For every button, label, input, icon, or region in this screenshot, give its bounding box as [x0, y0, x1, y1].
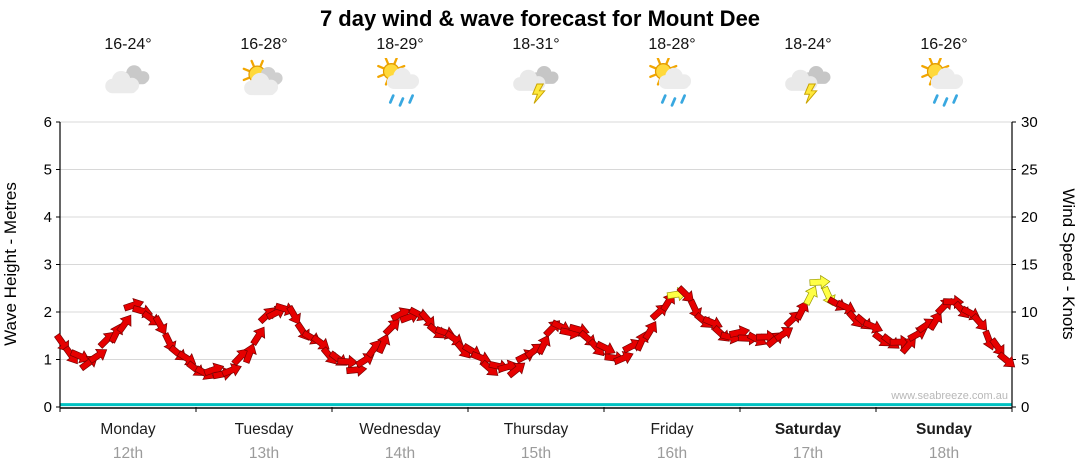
wind-arrow — [595, 340, 616, 356]
left-axis-label: Wave Height - Metres — [1, 182, 20, 346]
day-name-label: Thursday — [504, 421, 569, 438]
temp-range: 18-28° — [648, 36, 696, 53]
day-date-label: 13th — [249, 445, 279, 462]
right-tick-label: 20 — [1021, 209, 1038, 226]
weather-icon — [233, 58, 295, 117]
wind-arrow — [286, 304, 301, 325]
wind-arrow — [87, 348, 108, 364]
weather-icon — [641, 57, 703, 117]
right-axis-label: Wind Speed - Knots — [1059, 188, 1078, 339]
thunderstorm-icon — [785, 66, 831, 104]
temp-range: 16-26° — [920, 36, 968, 53]
wind-arrow — [250, 326, 266, 347]
wind-arrow — [773, 327, 794, 342]
left-tick-label: 4 — [44, 209, 52, 226]
left-tick-label: 6 — [44, 114, 52, 131]
wind-arrow — [927, 311, 943, 331]
right-tick-label: 30 — [1021, 114, 1038, 131]
weather-icon — [777, 58, 839, 117]
wind-arrow — [794, 300, 809, 321]
wind-arrow — [116, 314, 132, 334]
chart-title: 7 day wind & wave forecast for Mount Dee — [319, 6, 761, 31]
partly-cloudy-icon — [242, 59, 283, 96]
day-name-label: Saturday — [775, 421, 842, 438]
left-tick-label: 2 — [44, 304, 52, 321]
day-date-label: 17th — [793, 445, 823, 462]
weather-icon — [369, 57, 431, 117]
wind-arrow — [613, 350, 634, 365]
thunderstorm-icon — [513, 66, 559, 104]
temp-range: 18-31° — [512, 36, 560, 53]
weather-icon — [97, 58, 159, 117]
wind-arrow — [506, 362, 526, 379]
sun-showers-icon — [377, 57, 420, 107]
wind-arrow — [996, 351, 1016, 368]
left-tick-label: 5 — [44, 162, 52, 179]
right-tick-label: 15 — [1021, 257, 1038, 274]
temp-range: 18-29° — [376, 36, 424, 53]
wind-arrow — [676, 285, 694, 303]
wind-arrow — [376, 333, 391, 355]
day-date-label: 14th — [385, 445, 415, 462]
wind-arrow — [899, 336, 916, 355]
wind-arrow — [642, 321, 658, 341]
day-name-label: Wednesday — [359, 421, 441, 438]
day-name-label: Sunday — [916, 421, 972, 438]
temp-range: 18-24° — [784, 36, 832, 53]
temp-range: 16-24° — [104, 36, 152, 53]
wind-arrow — [970, 312, 988, 331]
wind-arrow — [382, 319, 400, 337]
wind-arrow — [337, 354, 359, 370]
day-date-label: 18th — [929, 445, 959, 462]
temp-range: 16-28° — [240, 36, 288, 53]
wind-arrow — [69, 349, 91, 364]
watermark: www.seabreeze.com.au — [890, 390, 1008, 402]
left-tick-label: 1 — [44, 352, 52, 369]
sun-showers-icon — [649, 57, 692, 107]
wind-arrow — [803, 285, 818, 306]
right-tick-label: 25 — [1021, 162, 1038, 179]
day-date-label: 12th — [113, 445, 143, 462]
sun-showers-icon — [921, 57, 964, 107]
day-name-label: Friday — [650, 421, 693, 438]
day-name-label: Monday — [100, 421, 155, 438]
weather-icon — [913, 57, 975, 117]
right-tick-label: 5 — [1021, 352, 1029, 369]
left-tick-label: 0 — [44, 399, 52, 416]
cloudy-icon — [105, 65, 150, 94]
wind-arrow — [989, 337, 1005, 357]
wind-arrow — [152, 315, 168, 335]
wind-arrow — [346, 362, 368, 377]
wind-arrow — [536, 334, 551, 356]
left-tick-label: 3 — [44, 257, 52, 274]
wind-arrow — [221, 363, 242, 378]
day-date-label: 16th — [657, 445, 687, 462]
weather-icon — [505, 58, 567, 117]
wind-arrow — [242, 343, 257, 364]
day-name-label: Tuesday — [235, 421, 294, 438]
wind-arrow — [809, 274, 831, 290]
day-date-label: 15th — [521, 445, 551, 462]
wind-arrow — [862, 319, 884, 334]
right-tick-label: 10 — [1021, 304, 1038, 321]
right-tick-label: 0 — [1021, 399, 1029, 416]
